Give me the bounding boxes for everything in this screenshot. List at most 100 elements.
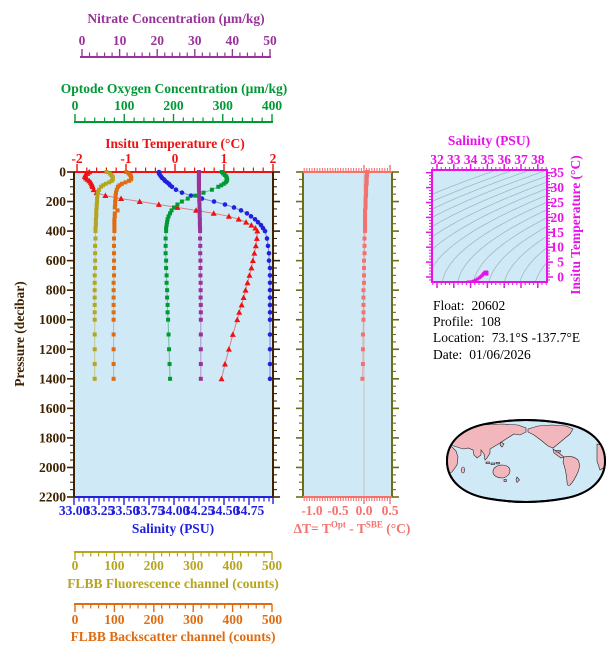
- map-outline: [445, 418, 607, 504]
- world-map: [445, 418, 607, 504]
- svg-text:0: 0: [59, 165, 66, 180]
- map-australia: [492, 464, 511, 479]
- svg-text:10: 10: [113, 33, 127, 48]
- svg-text:30: 30: [551, 180, 565, 195]
- svg-text:0: 0: [72, 558, 79, 573]
- backscatter-axis-title: FLBB Backscatter channel (counts): [70, 629, 276, 644]
- date-value: 01/06/2026: [469, 346, 531, 362]
- svg-text:1400: 1400: [39, 371, 66, 386]
- float-info-line: Date: 01/06/2026: [433, 347, 580, 363]
- svg-text:100: 100: [114, 98, 135, 113]
- location-label: Location:: [433, 330, 485, 346]
- svg-text:36: 36: [497, 152, 511, 167]
- map-eurasia: [447, 423, 527, 461]
- nitrate-axis: 0 10 20 30 40 50: [79, 33, 277, 58]
- svg-text:34.50: 34.50: [209, 503, 240, 518]
- series-nitrate: [196, 170, 203, 381]
- delta-t-axis-title: ΔT= TOpt - TSBE (°C): [293, 519, 411, 537]
- svg-text:800: 800: [46, 283, 67, 298]
- svg-text:25: 25: [551, 195, 565, 210]
- svg-text:600: 600: [46, 253, 67, 268]
- delta-t-mid: - T: [345, 521, 366, 536]
- svg-text:300: 300: [213, 98, 234, 113]
- float-info-line: Float: 20602: [433, 298, 580, 314]
- svg-text:0.0: 0.0: [356, 503, 373, 518]
- ts-isopycnals: [433, 171, 546, 281]
- svg-text:50: 50: [263, 33, 277, 48]
- location-value: 73.1°S -137.7°E: [491, 330, 581, 346]
- panel-backgrounds: [74, 170, 547, 497]
- svg-text:33.50: 33.50: [109, 503, 140, 518]
- svg-text:0: 0: [72, 98, 79, 113]
- svg-text:400: 400: [222, 612, 243, 627]
- svg-text:2200: 2200: [39, 490, 66, 505]
- series-salinity: [156, 169, 273, 382]
- svg-text:34.00: 34.00: [159, 503, 190, 518]
- svg-text:300: 300: [183, 558, 204, 573]
- svg-text:20: 20: [551, 210, 565, 225]
- series-fluorescence: [92, 170, 115, 381]
- float-info-block: Float: 20602 Profile: 108 Location: 73.1°S …: [433, 298, 580, 363]
- svg-text:0: 0: [172, 151, 179, 166]
- salinity-axis-title: Salinity (PSU): [131, 521, 215, 536]
- float-label: Float:: [433, 298, 465, 313]
- svg-text:200: 200: [144, 558, 165, 573]
- svg-text:1600: 1600: [39, 401, 66, 416]
- svg-text:20: 20: [150, 33, 164, 48]
- svg-text:100: 100: [104, 612, 125, 627]
- svg-text:-1: -1: [120, 151, 131, 166]
- svg-text:35: 35: [481, 152, 495, 167]
- profile-label: Profile:: [433, 314, 474, 330]
- series-backscatter: [111, 170, 134, 381]
- svg-text:1200: 1200: [39, 342, 66, 357]
- delta-t-sup-opt: Opt: [330, 519, 346, 530]
- svg-text:34.75: 34.75: [234, 503, 265, 518]
- float-value: 20602: [471, 298, 506, 313]
- delta-t-prefix: ΔT= T: [293, 521, 331, 536]
- svg-text:1800: 1800: [39, 430, 66, 445]
- svg-text:33.25: 33.25: [84, 503, 115, 518]
- svg-text:2000: 2000: [39, 460, 66, 475]
- svg-text:2: 2: [270, 151, 277, 166]
- svg-text:400: 400: [222, 558, 243, 573]
- svg-text:1000: 1000: [39, 312, 66, 327]
- series-oxygen: [163, 170, 230, 381]
- svg-text:33.75: 33.75: [134, 503, 165, 518]
- svg-text:0: 0: [72, 612, 79, 627]
- svg-text:-0.5: -0.5: [327, 503, 349, 518]
- map-cuba: [555, 450, 561, 453]
- svg-text:0.5: 0.5: [382, 503, 399, 518]
- float-info-line: Profile: 108: [433, 314, 580, 330]
- svg-text:0: 0: [557, 270, 564, 285]
- nitrate-axis-title: Nitrate Concentration (µm/kg): [87, 11, 265, 26]
- svg-text:500: 500: [262, 612, 283, 627]
- fluorescence-axis-title: FLBB Fluorescence channel (counts): [67, 576, 279, 591]
- map-japan: [499, 441, 505, 448]
- date-label: Date:: [433, 346, 463, 362]
- temperature-axis-title: Insitu Temperature (°C): [105, 136, 245, 151]
- svg-text:33: 33: [447, 152, 461, 167]
- svg-text:200: 200: [46, 194, 67, 209]
- pressure-axis-title: Pressure (decibar): [12, 281, 27, 387]
- svg-text:35: 35: [551, 165, 565, 180]
- svg-text:0: 0: [79, 33, 86, 48]
- svg-text:-1.0: -1.0: [301, 503, 323, 518]
- float-info-line: Location: 73.1°S -137.7°E: [433, 330, 580, 346]
- svg-text:32: 32: [430, 152, 444, 167]
- map-indonesia: [495, 461, 500, 465]
- svg-text:34: 34: [464, 152, 478, 167]
- svg-text:34.25: 34.25: [184, 503, 215, 518]
- ts-salinity-axis-title: Salinity (PSU): [447, 133, 531, 148]
- svg-text:40: 40: [226, 33, 240, 48]
- svg-text:300: 300: [183, 612, 204, 627]
- svg-text:38: 38: [531, 152, 545, 167]
- ts-temperature-axis-title: Insitu Temperature (°C): [568, 155, 583, 295]
- svg-text:200: 200: [144, 612, 165, 627]
- svg-text:33.00: 33.00: [59, 503, 90, 518]
- map-new-zealand: [515, 476, 520, 484]
- map-africa-west: [596, 443, 605, 471]
- delta-t-sup-sbe: SBE: [365, 519, 383, 530]
